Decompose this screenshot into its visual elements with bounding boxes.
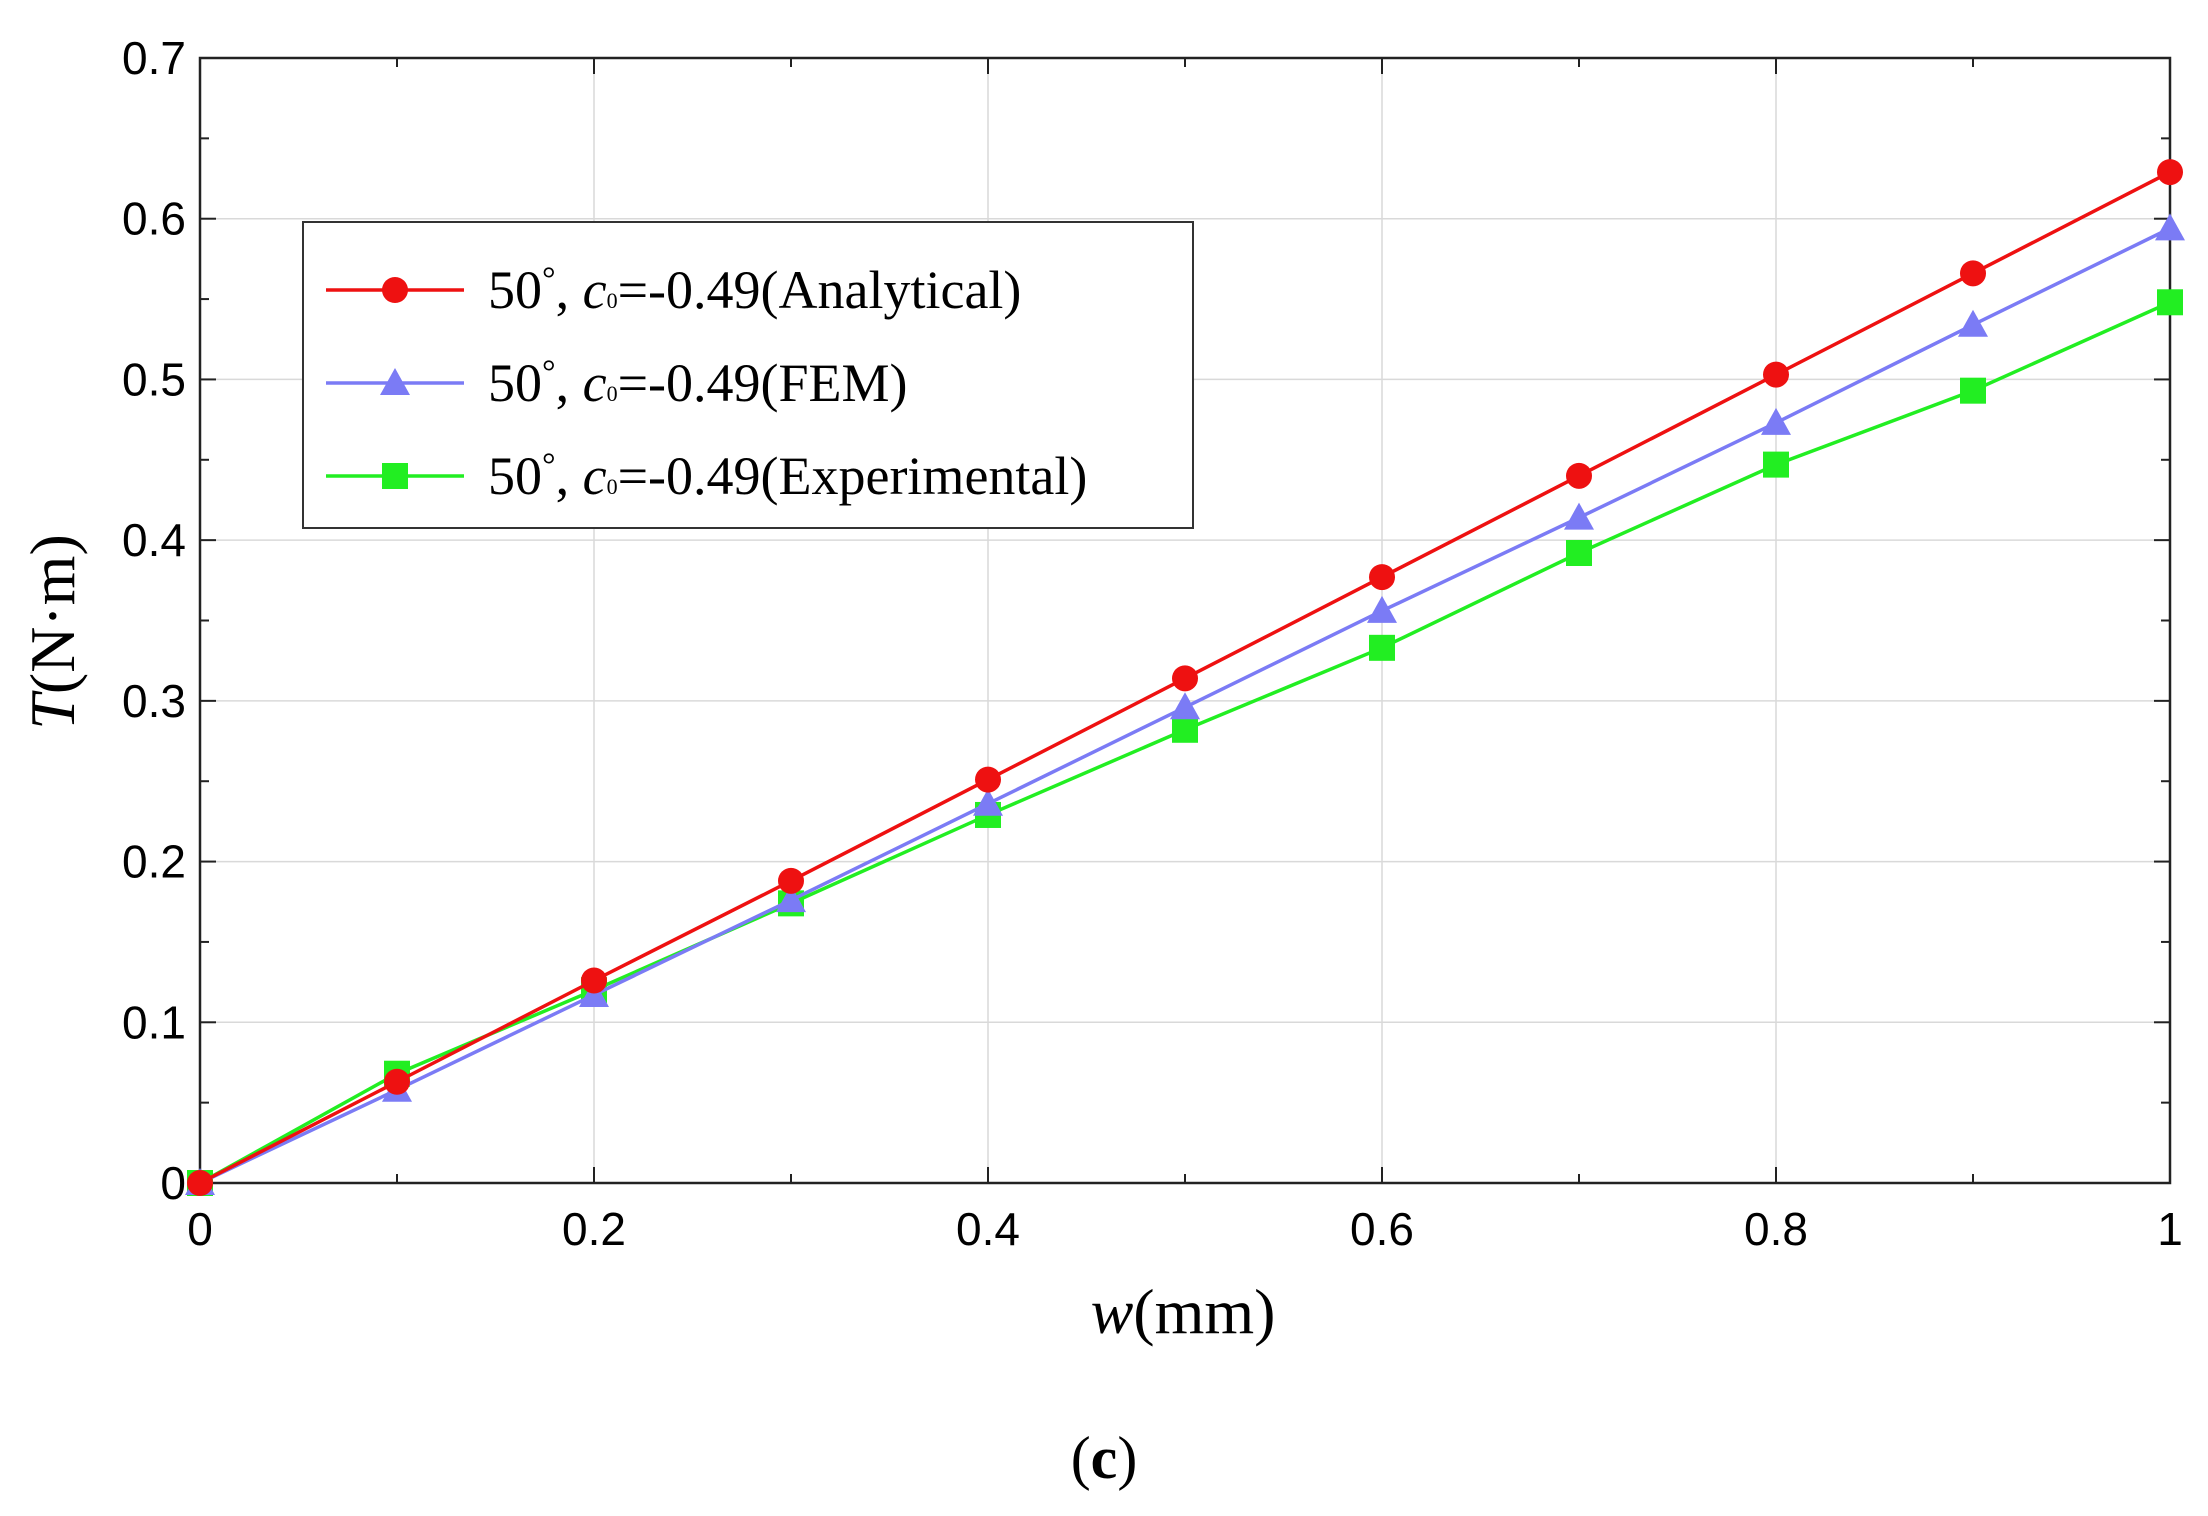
- y-tick-label: 0.5: [122, 353, 186, 405]
- legend-label: 50°, c0=-0.49(Analytical): [488, 260, 1021, 320]
- data-point: [1763, 451, 1789, 478]
- y-tick-label: 0.1: [122, 996, 186, 1048]
- data-point: [1369, 634, 1395, 661]
- data-point: [1763, 361, 1789, 388]
- x-tick-label: 0.2: [562, 1203, 626, 1255]
- data-point: [776, 885, 806, 913]
- x-tick-label: 0: [187, 1203, 213, 1255]
- legend-label: 50°, c0=-0.49(FEM): [488, 353, 908, 413]
- data-point: [1369, 564, 1395, 591]
- legend-marker: [382, 277, 408, 303]
- y-tick-label: 0.6: [122, 193, 186, 245]
- data-point: [1761, 407, 1791, 435]
- y-tick-label: 0.7: [122, 32, 186, 84]
- data-point: [2157, 159, 2183, 186]
- series-group: [185, 159, 2185, 1196]
- data-point: [1960, 260, 1986, 287]
- tick-labels: 0 0.2 0.4 0.6 0.8 1 0 0.1 0.2 0.3 0.4 0.5 0.6 0.7: [122, 32, 2183, 1255]
- data-point: [1170, 692, 1200, 720]
- figure-caption: (c): [1071, 1425, 1138, 1491]
- data-point: [1958, 309, 1988, 337]
- x-tick-label: 1: [2157, 1203, 2183, 1255]
- data-point: [1172, 716, 1198, 743]
- data-point: [973, 788, 1003, 816]
- x-axis-title: w(mm): [1091, 1276, 1276, 1347]
- series-circle: [187, 159, 2183, 1196]
- data-point: [2157, 289, 2183, 316]
- series-triangle: [185, 213, 2185, 1195]
- x-tick-label: 0.6: [1350, 1203, 1414, 1255]
- data-point: [2155, 213, 2185, 241]
- legend-label: 50°, c0=-0.49(Experimental): [488, 446, 1087, 506]
- data-point: [778, 867, 804, 894]
- y-tick-label: 0: [160, 1157, 186, 1209]
- data-point: [1367, 595, 1397, 623]
- data-point: [975, 766, 1001, 793]
- data-point: [581, 967, 607, 994]
- data-point: [187, 1170, 213, 1196]
- legend-entry: 50°, c0=-0.49(Experimental): [326, 446, 1087, 506]
- legend: 50°, c0=-0.49(Analytical) 50°, c0=-0.49(F…: [302, 221, 1194, 529]
- y-axis-title: T(N·m): [17, 534, 88, 730]
- data-point: [1960, 377, 1986, 404]
- legend-entry: 50°, c0=-0.49(Analytical): [326, 260, 1021, 320]
- data-point: [1564, 502, 1594, 530]
- y-tick-label: 0.2: [122, 836, 186, 888]
- legend-marker: [382, 463, 408, 489]
- plot-frame: [198, 56, 2172, 1185]
- data-point: [1566, 462, 1592, 489]
- legend-marker: [380, 368, 410, 395]
- x-tick-label: 0.4: [956, 1203, 1020, 1255]
- data-point: [384, 1068, 410, 1095]
- y-tick-label: 0.4: [122, 514, 186, 566]
- data-point: [1566, 540, 1592, 566]
- data-point: [1172, 665, 1198, 692]
- y-tick-label: 0.3: [122, 675, 186, 727]
- x-tick-label: 0.8: [1744, 1203, 1808, 1255]
- legend-entry: 50°, c0=-0.49(FEM): [326, 353, 908, 413]
